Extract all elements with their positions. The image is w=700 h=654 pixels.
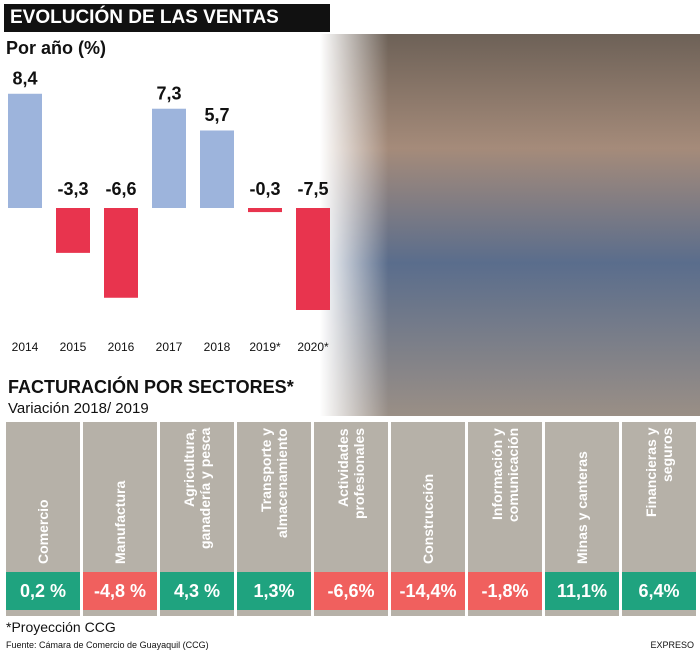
value-label: -7,5 — [297, 179, 328, 199]
x-tick-label: 2018 — [204, 340, 231, 354]
brand: EXPRESO — [650, 640, 694, 650]
sector-column: Actividades profesionales -6,6% — [314, 422, 388, 616]
bar — [56, 208, 90, 253]
x-tick-label: 2019* — [249, 340, 281, 354]
sector-name: Manufactura — [112, 480, 128, 564]
bar — [200, 130, 234, 208]
bar — [8, 93, 42, 208]
sector-column: Transporte y almacenamiento 1,3% — [237, 422, 311, 616]
value-label: 8,4 — [12, 69, 37, 89]
sector-value: 4,3 % — [160, 572, 234, 610]
title: EVOLUCIÓN DE LAS VENTAS NACIONALES — [4, 4, 330, 56]
x-tick-label: 2017 — [156, 340, 183, 354]
x-tick-label: 2016 — [108, 340, 135, 354]
value-label: 5,7 — [204, 105, 229, 125]
sector-column: Comercio 0,2 % — [6, 422, 80, 616]
photo — [320, 34, 700, 416]
sector-value: -4,8 % — [83, 572, 157, 610]
sector-name: Comercio — [35, 499, 51, 564]
sector-value: -14,4% — [391, 572, 465, 610]
sector-columns: Comercio 0,2 % Manufactura -4,8 % Agricultur… — [6, 422, 696, 616]
value-label: -3,3 — [57, 179, 88, 199]
bar — [104, 208, 138, 298]
sector-column: Minas y canteras 11,1% — [545, 422, 619, 616]
sectors-title: FACTURACIÓN POR SECTORES* — [8, 377, 294, 397]
sector-column: Financieras y seguros 6,4% — [622, 422, 696, 616]
source: Fuente: Cámara de Comercio de Guayaquil … — [6, 640, 209, 650]
bar-chart: 8,4 2014 -3,3 2015 -6,6 2016 7,3 2017 5,7 2018 -0,… — [8, 69, 330, 354]
sector-name: Construcción — [420, 473, 436, 564]
value-label: 7,3 — [156, 83, 181, 103]
sector-column: Agricultura, ganadería y pesca 4,3 % — [160, 422, 234, 616]
x-tick-label: 2014 — [12, 340, 39, 354]
note: *Proyección CCG — [6, 619, 116, 635]
sector-value: -6,6% — [314, 572, 388, 610]
sector-value: -1,8% — [468, 572, 542, 610]
sector-name: Transporte y almacenamiento — [258, 428, 290, 538]
bar — [248, 208, 282, 213]
sector-value: 1,3% — [237, 572, 311, 610]
sector-name: Financieras y seguros — [643, 428, 675, 518]
sector-column: Construcción -14,4% — [391, 422, 465, 616]
x-tick-label: 2015 — [60, 340, 87, 354]
sector-value: 11,1% — [545, 572, 619, 610]
value-label: -6,6 — [105, 179, 136, 199]
sector-column: Información y comunicación -1,8% — [468, 422, 542, 616]
bar — [152, 108, 186, 208]
sector-name: Información y comunicación — [489, 428, 521, 523]
sector-name: Agricultura, ganadería y pesca — [181, 428, 213, 550]
sectors-subtitle: Variación 2018/ 2019 — [8, 400, 149, 417]
value-label: -0,3 — [249, 179, 280, 199]
sector-column: Manufactura -4,8 % — [83, 422, 157, 616]
sector-value: 0,2 % — [6, 572, 80, 610]
sector-value: 6,4% — [622, 572, 696, 610]
bar — [296, 208, 330, 310]
sector-name: Actividades profesionales — [335, 428, 367, 520]
x-tick-label: 2020* — [297, 340, 329, 354]
subtitle: Por año (%) — [6, 38, 107, 58]
sector-name: Minas y canteras — [574, 451, 590, 564]
